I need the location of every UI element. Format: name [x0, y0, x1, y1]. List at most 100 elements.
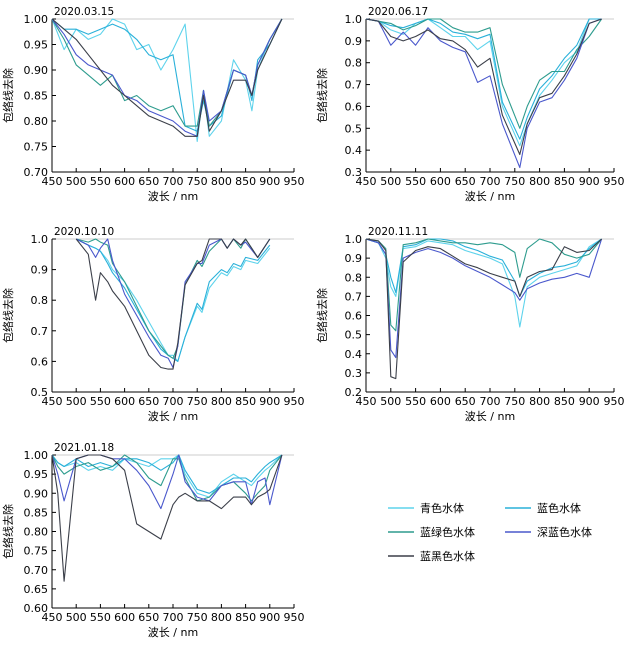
y-tick-label: 0.2 — [345, 386, 363, 399]
series-line — [51, 18, 283, 142]
legend-item: 青色水体 — [388, 501, 464, 515]
y-tick-label: 0.90 — [24, 64, 49, 77]
y-tick-label: 0.5 — [345, 329, 363, 342]
y-tick-label: 1.0 — [31, 233, 49, 246]
series-line — [75, 238, 271, 362]
y-tick-label: 0.85 — [24, 506, 49, 519]
x-tick-label: 600 — [114, 611, 135, 624]
x-tick-label: 550 — [90, 395, 111, 408]
y-tick-label: 0.65 — [24, 583, 49, 596]
x-tick-label: 750 — [187, 395, 208, 408]
y-tick-label: 0.5 — [345, 122, 363, 135]
y-tick-label: 0.8 — [345, 271, 363, 284]
chart-panel-1: 0.70 0.75 0.80 0.85 0.90 0.95 1.00 450 500 550 600… — [1, 6, 305, 203]
x-tick-label: 500 — [66, 175, 87, 188]
legend-label: 深蓝色水体 — [537, 525, 592, 539]
y-tick-label: 0.3 — [345, 367, 363, 380]
series-line — [365, 18, 603, 129]
x-tick-label: 800 — [211, 175, 232, 188]
y-tick-label: 0.6 — [31, 355, 49, 368]
x-tick-label: 850 — [235, 175, 256, 188]
x-tick-label: 650 — [138, 395, 159, 408]
x-tick-label: 500 — [66, 611, 87, 624]
y-tick-label: 0.80 — [24, 526, 49, 539]
series-line — [365, 18, 602, 156]
y-tick-label: 0.6 — [345, 310, 363, 323]
x-tick-label: 900 — [259, 395, 280, 408]
y-tick-label: 0.85 — [24, 90, 49, 103]
y-tick-label: 0.75 — [24, 545, 49, 558]
x-axis-label: 波长 / nm — [148, 410, 198, 423]
y-tick-label: 0.6 — [345, 100, 363, 113]
series-line — [365, 18, 602, 147]
series-line — [51, 454, 283, 498]
legend-item: 蓝黑色水体 — [388, 549, 475, 563]
x-tick-label: 750 — [187, 175, 208, 188]
x-tick-label: 950 — [604, 175, 625, 188]
y-tick-label: 0.95 — [24, 39, 49, 52]
chart-panel-4: 0.2 0.3 0.4 0.5 0.6 0.7 0.8 0.9 1.0 450 500 550 600 6… — [315, 226, 625, 423]
x-axis-label: 波长 / nm — [148, 190, 198, 203]
x-tick-label: 500 — [66, 395, 87, 408]
y-tick-label: 0.4 — [345, 144, 363, 157]
x-tick-label: 450 — [42, 395, 63, 408]
x-tick-label: 650 — [138, 611, 159, 624]
x-tick-label: 850 — [235, 395, 256, 408]
y-tick-label: 1.0 — [345, 13, 363, 26]
x-tick-label: 700 — [480, 395, 501, 408]
panel-title: 2020.10.10 — [54, 226, 114, 238]
y-axis-label: 包络线去除 — [315, 68, 329, 123]
y-tick-label: 1.0 — [345, 233, 363, 246]
series-line — [365, 18, 602, 169]
x-tick-label: 800 — [211, 611, 232, 624]
y-tick-label: 0.70 — [24, 166, 49, 179]
series-line — [51, 18, 283, 127]
x-tick-label: 500 — [380, 395, 401, 408]
x-tick-label: 450 — [356, 395, 377, 408]
y-tick-label: 0.8 — [345, 57, 363, 70]
series-line — [51, 454, 283, 502]
x-tick-label: 850 — [235, 611, 256, 624]
y-tick-label: 0.9 — [345, 35, 363, 48]
legend-item: 深蓝色水体 — [505, 525, 592, 539]
series-line — [75, 238, 271, 369]
legend-item: 蓝绿色水体 — [388, 525, 475, 539]
x-tick-label: 850 — [554, 175, 575, 188]
series-line — [51, 454, 283, 582]
series-line — [51, 18, 283, 137]
y-tick-label: 0.70 — [24, 564, 49, 577]
x-tick-label: 550 — [405, 175, 426, 188]
x-tick-label: 750 — [504, 175, 525, 188]
y-tick-label: 0.7 — [345, 290, 363, 303]
x-tick-label: 950 — [284, 395, 305, 408]
panel-title: 2020.03.15 — [54, 6, 114, 18]
legend-label: 青色水体 — [420, 501, 464, 515]
y-tick-label: 0.80 — [24, 115, 49, 128]
x-axis-label: 波长 / nm — [465, 410, 515, 423]
y-tick-label: 0.9 — [31, 264, 49, 277]
x-tick-label: 600 — [114, 175, 135, 188]
x-tick-label: 700 — [163, 611, 184, 624]
legend-label: 蓝绿色水体 — [420, 525, 475, 539]
series-line — [75, 238, 271, 370]
series-line — [75, 238, 271, 362]
legend-label: 蓝黑色水体 — [420, 549, 475, 563]
x-tick-label: 900 — [259, 611, 280, 624]
y-tick-label: 0.90 — [24, 487, 49, 500]
x-tick-label: 800 — [211, 395, 232, 408]
panel-title: 2020.06.17 — [368, 6, 428, 18]
y-axis-label: 包络线去除 — [1, 504, 15, 559]
x-tick-label: 800 — [529, 175, 550, 188]
x-tick-label: 650 — [455, 395, 476, 408]
series-line — [365, 238, 602, 297]
x-tick-label: 700 — [480, 175, 501, 188]
y-tick-label: 0.7 — [31, 325, 49, 338]
x-tick-label: 900 — [579, 175, 600, 188]
x-axis-label: 波长 / nm — [148, 626, 198, 639]
x-tick-label: 950 — [284, 611, 305, 624]
x-tick-label: 950 — [604, 395, 625, 408]
x-tick-label: 650 — [455, 175, 476, 188]
